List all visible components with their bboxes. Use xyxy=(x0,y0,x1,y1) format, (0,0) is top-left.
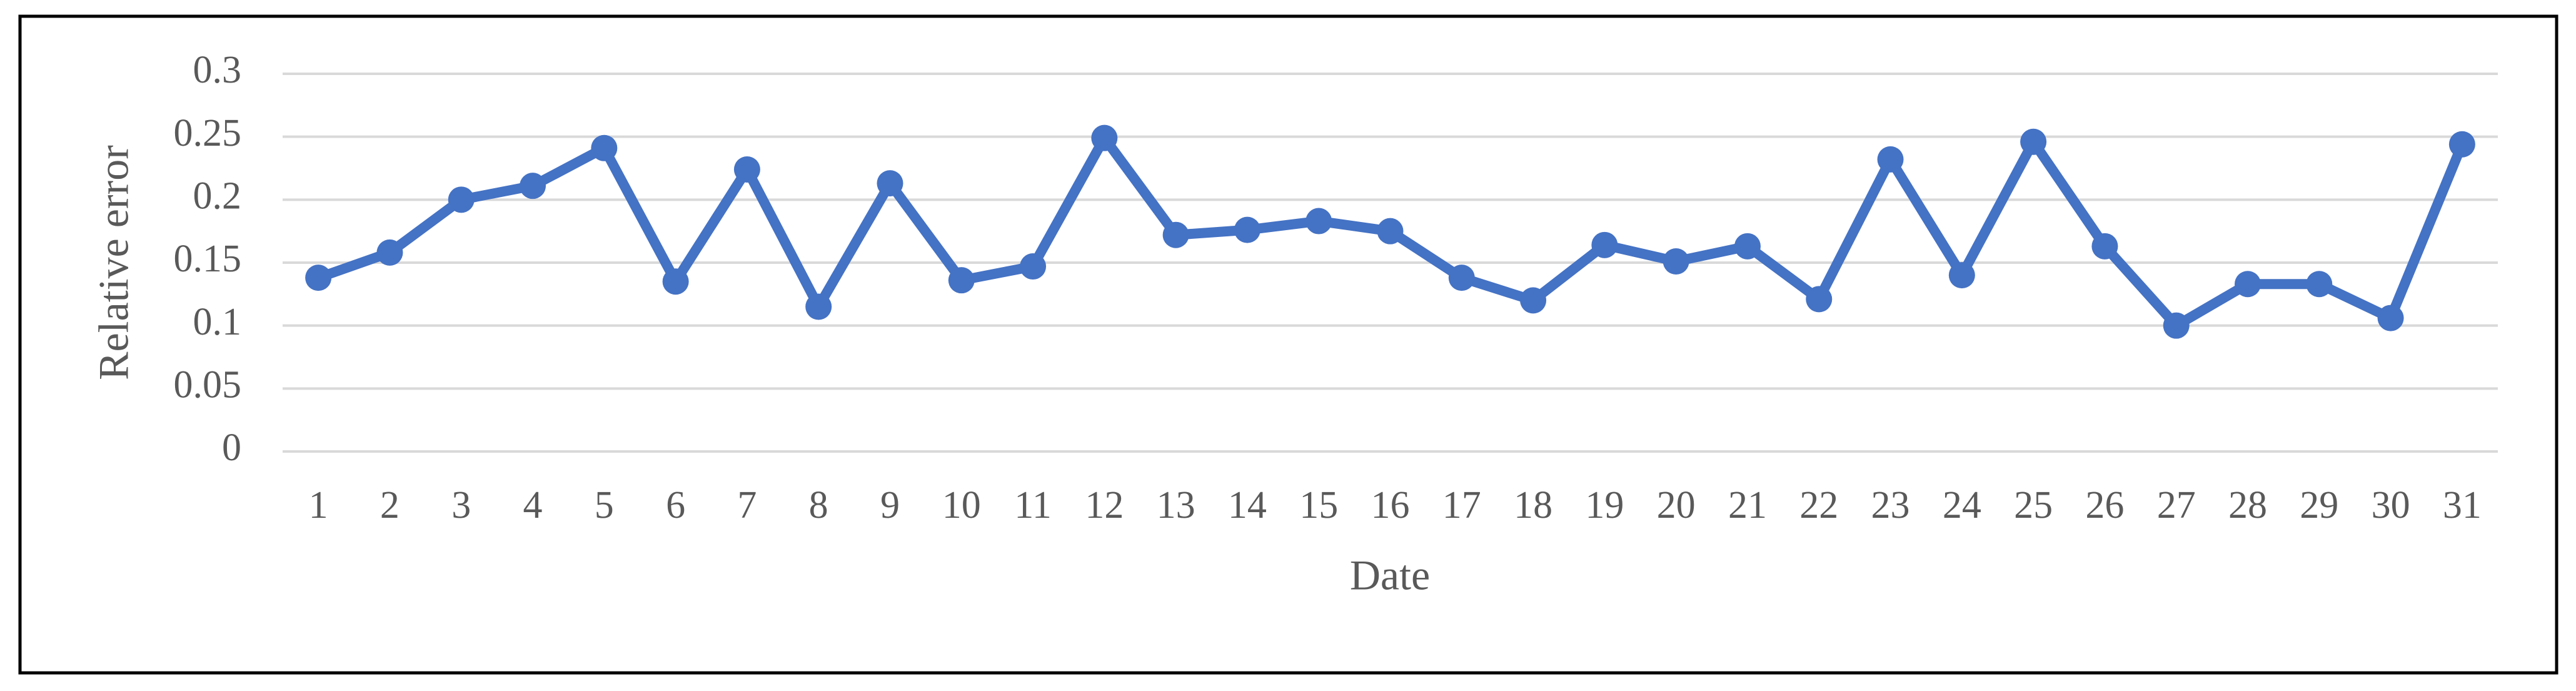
x-tick-label: 14 xyxy=(1228,484,1267,527)
marker xyxy=(520,173,546,199)
x-tick-label: 28 xyxy=(2228,484,2267,527)
x-tick-label: 11 xyxy=(1014,484,1052,527)
x-tick-label: 19 xyxy=(1585,484,1624,527)
x-tick-label: 27 xyxy=(2157,484,2196,527)
marker xyxy=(448,186,475,213)
x-tick-label: 24 xyxy=(1943,484,1981,527)
marker xyxy=(805,293,832,320)
x-tick-label: 4 xyxy=(523,484,543,527)
marker xyxy=(305,265,332,291)
y-tick-label: 0.25 xyxy=(174,112,242,154)
marker xyxy=(1448,265,1475,291)
x-tick-label: 8 xyxy=(809,484,828,527)
marker xyxy=(1020,253,1047,280)
marker xyxy=(2091,233,2118,260)
marker xyxy=(662,268,689,295)
x-tick-label: 5 xyxy=(595,484,614,527)
x-tick-label: 10 xyxy=(942,484,981,527)
y-tick-label: 0.3 xyxy=(193,49,242,91)
chart-frame xyxy=(18,14,2558,675)
marker xyxy=(2020,128,2047,155)
y-tick-label: 0.1 xyxy=(193,301,242,343)
x-tick-label: 16 xyxy=(1371,484,1410,527)
marker xyxy=(2377,305,2404,331)
x-tick-label: 9 xyxy=(880,484,900,527)
marker xyxy=(2448,131,2475,158)
marker xyxy=(591,134,618,161)
marker xyxy=(2234,271,2261,298)
x-tick-label: 17 xyxy=(1442,484,1481,527)
x-tick-label: 12 xyxy=(1085,484,1124,527)
x-tick-label: 18 xyxy=(1514,484,1552,527)
x-tick-label: 21 xyxy=(1728,484,1767,527)
x-tick-label: 7 xyxy=(737,484,757,527)
marker xyxy=(1306,208,1332,235)
marker xyxy=(1877,146,1904,173)
y-tick-label: 0.2 xyxy=(193,175,242,218)
marker xyxy=(1591,231,1618,258)
x-tick-label: 26 xyxy=(2085,484,2124,527)
y-axis-title: Relative error xyxy=(90,145,138,380)
marker xyxy=(2306,271,2333,298)
x-tick-label: 15 xyxy=(1299,484,1338,527)
x-tick-label: 31 xyxy=(2443,484,2482,527)
y-tick-label: 0.05 xyxy=(174,364,242,406)
marker xyxy=(1091,124,1118,151)
marker xyxy=(1663,248,1689,275)
marker xyxy=(1377,218,1404,245)
x-tick-label: 30 xyxy=(2372,484,2410,527)
x-tick-label: 23 xyxy=(1871,484,1910,527)
y-tick-label: 0 xyxy=(222,426,241,469)
x-tick-label: 1 xyxy=(309,484,328,527)
marker xyxy=(1948,262,1975,289)
x-tick-label: 22 xyxy=(1799,484,1838,527)
marker xyxy=(1520,287,1547,314)
marker xyxy=(376,239,403,266)
x-tick-label: 2 xyxy=(380,484,400,527)
x-tick-label: 29 xyxy=(2300,484,2338,527)
x-tick-label: 25 xyxy=(2014,484,2053,527)
x-tick-label: 3 xyxy=(451,484,471,527)
x-tick-label: 20 xyxy=(1657,484,1696,527)
marker xyxy=(1734,233,1761,260)
x-tick-label: 13 xyxy=(1157,484,1195,527)
marker xyxy=(733,156,760,183)
marker xyxy=(1806,286,1833,313)
marker xyxy=(1162,221,1189,248)
x-tick-label: 6 xyxy=(666,484,685,527)
marker xyxy=(948,267,975,294)
x-axis-title: Date xyxy=(1350,552,1430,599)
marker xyxy=(877,170,903,197)
y-tick-label: 0.15 xyxy=(174,238,242,280)
marker xyxy=(1234,216,1260,243)
marker xyxy=(2163,312,2190,339)
